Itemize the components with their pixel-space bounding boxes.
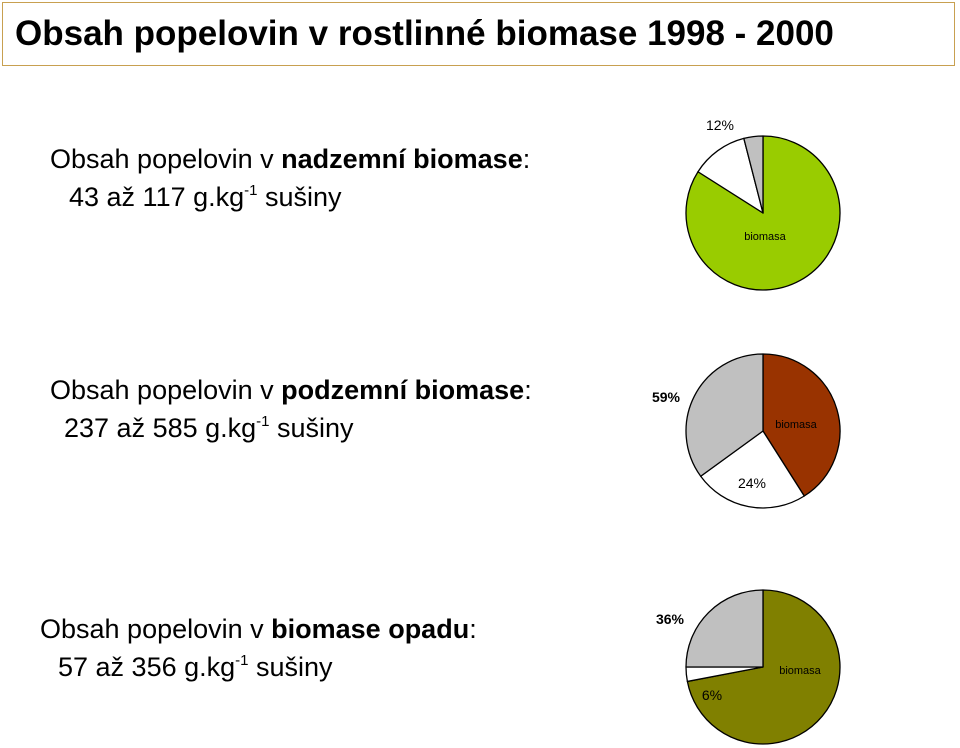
page-title: Obsah popelovin v rostlinné biomase 1998… — [2, 2, 955, 66]
litter-ash-text: Obsah popelovin v biomase opadu: 57 až 3… — [40, 610, 477, 686]
pie-label-underground-0: biomasa — [775, 419, 817, 431]
page-title-text: Obsah popelovin v rostlinné biomase 1998… — [15, 14, 834, 53]
pie-label-litter-2: 36% — [656, 611, 685, 627]
litter-line2: 57 až 356 g.kg-1 sušiny — [58, 652, 333, 682]
underground-line2: 237 až 585 g.kg-1 sušiny — [64, 413, 354, 443]
pie-label-aboveground-0: biomasa — [744, 231, 786, 243]
pie-slice-underground-2 — [685, 353, 764, 477]
pie-label-litter-1: 6% — [702, 687, 722, 703]
aboveground-line2: 43 až 117 g.kg-1 sušiny — [69, 182, 342, 212]
pie-slice-aboveground-2 — [743, 135, 764, 214]
underground-line1: Obsah popelovin v podzemní biomase: — [50, 375, 532, 405]
pie-slice-litter-2 — [685, 589, 764, 668]
aboveground-ash-text: Obsah popelovin v nadzemní biomase: 43 a… — [50, 140, 530, 216]
pie-slice-litter-0 — [686, 589, 841, 745]
pie-label-underground-2: 59% — [652, 389, 681, 405]
litter-line1: Obsah popelovin v biomase opadu: — [40, 614, 477, 644]
pie-label-aboveground-2: 4% — [725, 155, 745, 171]
pie-label-aboveground-1: 12% — [706, 117, 734, 133]
aboveground-line1: Obsah popelovin v nadzemní biomase: — [50, 144, 531, 174]
pie-label-underground-1: 24% — [738, 475, 766, 491]
pie-slice-underground-1 — [700, 430, 805, 509]
pie-label-litter-0: biomasa — [779, 665, 821, 677]
underground-ash-text: Obsah popelovin v podzemní biomase: 237 … — [50, 371, 532, 447]
pie-slice-aboveground-0 — [685, 135, 841, 291]
